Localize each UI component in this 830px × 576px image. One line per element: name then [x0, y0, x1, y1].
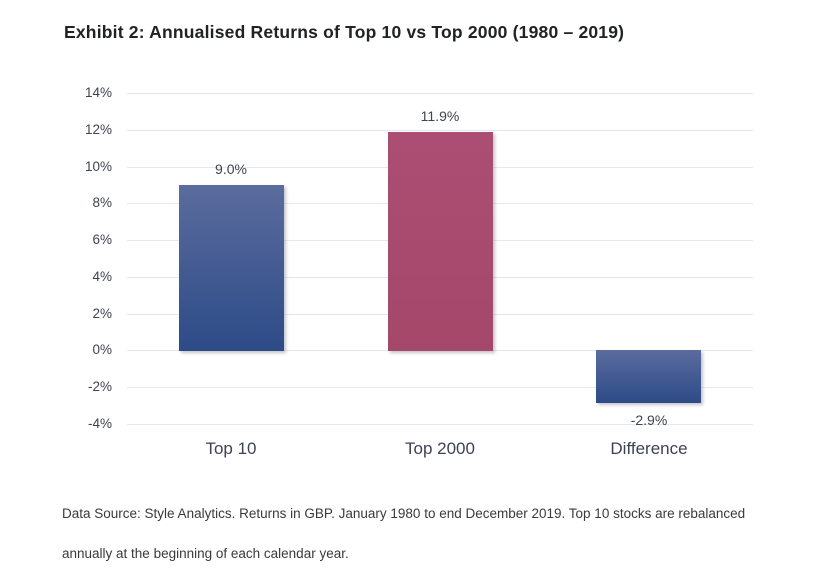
data-source-note: Data Source: Style Analytics. Returns in… — [62, 506, 746, 561]
bar-difference — [596, 350, 701, 403]
x-axis-label-difference: Difference — [610, 439, 688, 458]
x-axis-label-top-10: Top 10 — [205, 439, 257, 458]
y-tick-label: 14% — [84, 85, 112, 100]
bar-value-label-top-2000: 11.9% — [420, 108, 460, 124]
y-tick-label: -2% — [87, 379, 112, 394]
y-tick-label: 8% — [92, 195, 112, 210]
y-tick-label: 4% — [92, 269, 112, 284]
chart-title: Exhibit 2: Annualised Returns of Top 10 … — [64, 22, 625, 42]
y-tick-label: 12% — [84, 122, 112, 137]
y-tick-label: -4% — [87, 416, 112, 431]
y-tick-label: 6% — [92, 232, 112, 247]
x-axis-label-top-2000: Top 2000 — [405, 439, 475, 458]
gridline — [127, 424, 753, 425]
bar-value-label-difference: -2.9% — [630, 412, 668, 428]
bar-top-2000 — [388, 132, 493, 351]
gridline — [127, 130, 753, 131]
bar-chart: 14% 12% 10% 8% 6% 4% 2% 0% -2% -4% 9.0% Top 10 11.9%… — [84, 85, 753, 458]
bar-value-label-top-10: 9.0% — [215, 161, 247, 177]
y-tick-label: 10% — [84, 159, 112, 174]
gridline — [127, 93, 753, 94]
y-tick-label: 2% — [92, 306, 112, 321]
gridline — [127, 387, 753, 388]
y-tick-label: 0% — [92, 342, 112, 357]
bar-top-10 — [179, 185, 284, 351]
